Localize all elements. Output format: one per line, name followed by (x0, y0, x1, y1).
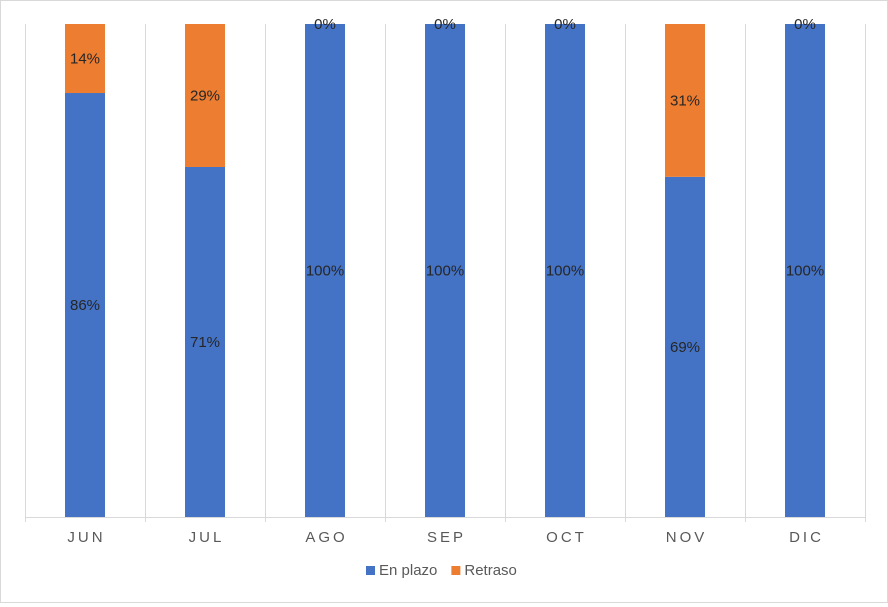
x-tick-label-jul: JUL (189, 529, 225, 546)
data-label-en-plazo-jul: 71% (190, 334, 220, 351)
bar-en-plazo-jul (185, 166, 225, 517)
bar-en-plazo-dic (785, 24, 825, 517)
x-tick-label-dic: DIC (789, 529, 824, 546)
x-tick-label-oct: OCT (546, 529, 587, 546)
x-tick-label-ago: AGO (305, 529, 347, 546)
data-label-en-plazo-dic: 100% (786, 263, 824, 280)
bar-en-plazo-jun (65, 93, 105, 518)
x-axis-ticks: JUN JUL AGO SEP OCT NOV DIC (67, 529, 824, 546)
data-label-retraso-jun: 14% (70, 51, 100, 68)
data-label-en-plazo-ago: 100% (306, 263, 344, 280)
x-tick-label-sep: SEP (427, 529, 466, 546)
data-label-retraso-ago: 0% (314, 16, 336, 33)
data-label-retraso-dic: 0% (794, 16, 816, 33)
bar-retraso-jul (185, 24, 225, 167)
data-label-en-plazo-oct: 100% (546, 263, 584, 280)
data-label-retraso-jul: 29% (190, 87, 220, 104)
bar-retraso-jun (65, 24, 105, 94)
data-label-retraso-sep: 0% (434, 16, 456, 33)
legend-swatch-retraso (451, 566, 461, 575)
bar-en-plazo-sep (425, 24, 465, 517)
legend-label-en-plazo: En plazo (379, 562, 437, 579)
data-labels: 86% 14% 71% 29% 100% 0% 100% 0% 100% 0% 69% 31% 100%… (70, 16, 824, 356)
category-grid (25, 24, 866, 522)
bars (65, 24, 825, 518)
data-label-retraso-oct: 0% (554, 16, 576, 33)
bar-retraso-nov (665, 24, 705, 177)
legend: En plazo Retraso (366, 562, 517, 579)
x-tick-label-jun: JUN (67, 529, 105, 546)
data-label-en-plazo-nov: 69% (670, 339, 700, 356)
data-label-en-plazo-sep: 100% (426, 263, 464, 280)
legend-swatch-en-plazo (366, 566, 375, 575)
x-tick-label-nov: NOV (666, 529, 708, 546)
bar-en-plazo-ago (305, 24, 345, 517)
data-label-en-plazo-jun: 86% (70, 297, 100, 314)
legend-label-retraso: Retraso (464, 562, 517, 579)
data-label-retraso-nov: 31% (670, 92, 700, 109)
bar-en-plazo-nov (665, 176, 705, 517)
bar-en-plazo-oct (545, 24, 585, 517)
